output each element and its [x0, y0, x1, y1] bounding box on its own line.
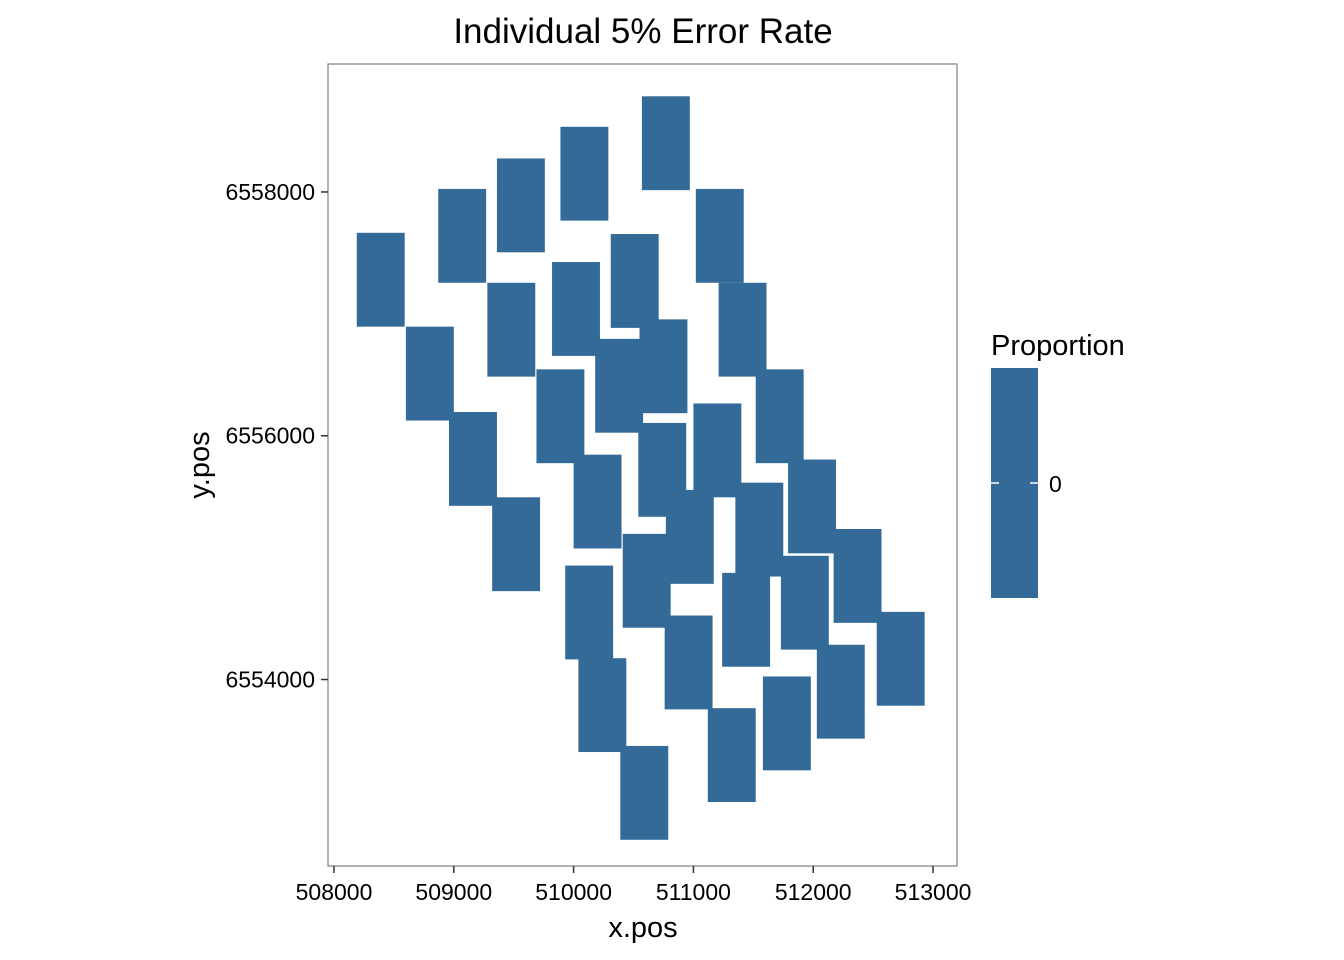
cells-layer	[356, 96, 925, 840]
cell-13	[595, 338, 644, 433]
cell-25	[722, 572, 771, 667]
cell-26	[718, 282, 767, 377]
cell-15	[622, 533, 671, 628]
cell-16	[620, 745, 669, 840]
x-axis-title: x.pos	[608, 912, 677, 944]
x-axis: 508000 509000 510000 511000 512000 513000	[296, 866, 972, 905]
y-axis-title: y.pos	[184, 431, 216, 498]
cell-23	[695, 188, 744, 283]
cell-8	[552, 262, 600, 356]
y-tick-label-0: 6554000	[225, 667, 315, 693]
cell-27	[735, 482, 784, 577]
cell-28	[755, 369, 804, 464]
x-tick-label-1: 509000	[415, 879, 492, 905]
cell-9	[560, 126, 609, 221]
cell-11	[565, 565, 614, 660]
cell-24	[707, 708, 756, 803]
x-tick-label-3: 511000	[656, 879, 731, 905]
cell-31	[788, 459, 836, 554]
cell-1	[405, 326, 454, 421]
cell-7	[536, 369, 585, 464]
x-tick-label-2: 510000	[535, 879, 612, 905]
y-tick-label-2: 6558000	[225, 179, 315, 205]
cell-20	[664, 615, 713, 710]
cell-30	[780, 555, 829, 650]
x-tick-label-4: 512000	[775, 879, 852, 905]
cell-22	[693, 403, 742, 498]
cell-2	[438, 188, 487, 283]
cell-32	[816, 644, 865, 739]
legend-label-0: 0	[1049, 471, 1062, 497]
cell-6	[496, 158, 545, 253]
cell-29	[762, 676, 811, 771]
cell-3	[449, 411, 497, 506]
cell-12	[578, 658, 627, 753]
cell-0	[356, 232, 405, 327]
cell-10	[573, 454, 622, 549]
cell-14	[610, 234, 659, 328]
y-tick-label-1: 6556000	[225, 423, 315, 449]
cell-4	[492, 497, 541, 592]
x-tick-label-0: 508000	[296, 879, 373, 905]
x-tick-label-5: 513000	[895, 879, 972, 905]
cell-21	[665, 489, 714, 584]
y-axis: 6554000 6556000 6558000	[225, 179, 328, 693]
cell-34	[876, 611, 925, 706]
chart-title: Individual 5% Error Rate	[453, 12, 832, 51]
legend-title: Proportion	[991, 330, 1125, 362]
legend: Proportion 0	[991, 330, 1125, 598]
cell-19	[641, 96, 690, 191]
cell-18	[639, 319, 688, 414]
cell-5	[487, 282, 536, 377]
cell-33	[833, 528, 882, 623]
